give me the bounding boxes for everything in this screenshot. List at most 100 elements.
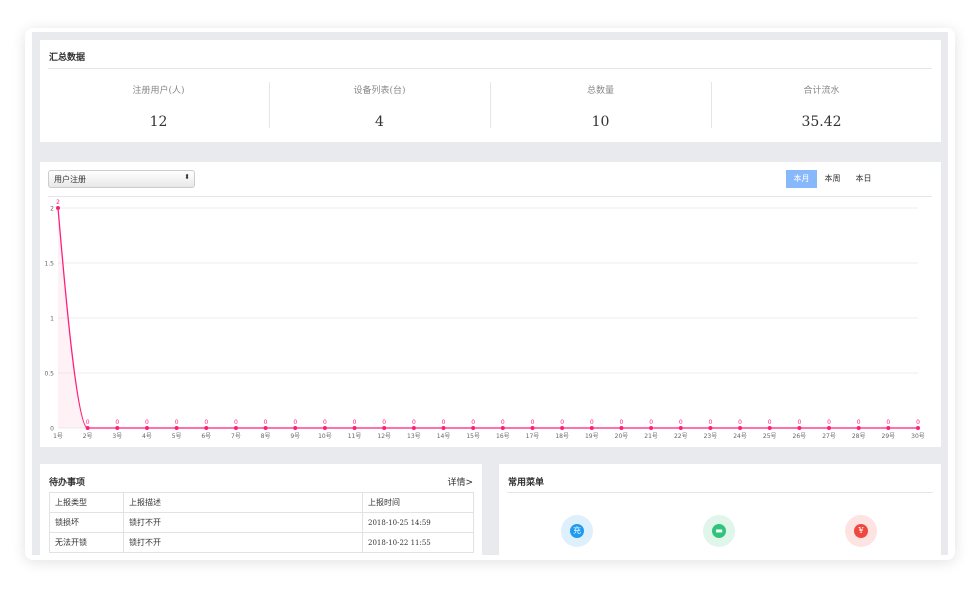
data-point — [144, 426, 149, 430]
header-desc: 上报描述 — [123, 492, 363, 513]
x-tick-label: 12号 — [377, 433, 391, 440]
table-header: 上报类型 上报描述 上报时间 — [49, 492, 474, 513]
x-tick-label: 29号 — [882, 433, 896, 440]
menu-title: 常用菜单 — [508, 478, 545, 488]
x-tick-label: 1号 — [53, 433, 63, 440]
divider — [490, 82, 491, 128]
detail-link[interactable]: 详情> — [447, 478, 473, 488]
data-label: 0 — [382, 419, 386, 426]
cell-desc: 锁打不开 — [123, 532, 363, 553]
stat-label: 注册用户(人) — [132, 86, 185, 96]
stat-label: 合计流水 — [803, 86, 840, 96]
data-label: 0 — [708, 419, 712, 426]
data-label: 0 — [323, 419, 327, 426]
summary-title: 汇总数据 — [49, 53, 86, 63]
x-tick-label: 20号 — [615, 433, 629, 440]
car-icon: ▬ — [712, 524, 726, 538]
data-point — [500, 426, 505, 430]
x-tick-label: 19号 — [585, 433, 599, 440]
x-tick-label: 22号 — [674, 433, 688, 440]
data-label: 0 — [679, 419, 683, 426]
x-tick-label: 8号 — [261, 433, 271, 440]
table-row[interactable]: 无法开锁 锁打不开 2018-10-22 11:55 — [49, 532, 474, 553]
menu-item-charge[interactable]: 充 — [561, 515, 593, 547]
y-tick-label: 0 — [50, 426, 54, 433]
x-tick-label: 5号 — [172, 433, 182, 440]
data-point — [471, 426, 476, 430]
y-tick-label: 1 — [50, 316, 54, 323]
divider — [48, 68, 932, 69]
data-point — [827, 426, 832, 430]
tab-week[interactable]: 本周 — [824, 174, 841, 183]
data-point — [233, 426, 238, 430]
tab-day[interactable]: 本日 — [855, 174, 872, 183]
menu-item-yen[interactable]: ¥ — [845, 515, 877, 547]
todo-title: 待办事项 — [49, 478, 86, 488]
data-label: 0 — [115, 419, 119, 426]
yen-icon: ¥ — [854, 524, 868, 538]
updown-icon: ⬍ — [184, 173, 190, 181]
cell-time: 2018-10-22 11:55 — [362, 532, 474, 553]
tab-month[interactable]: 本月 — [786, 170, 817, 188]
data-label: 0 — [797, 419, 801, 426]
chart-type-select[interactable]: 用户注册 ⬍ — [48, 170, 195, 188]
x-tick-label: 17号 — [526, 433, 540, 440]
x-tick-label: 14号 — [437, 433, 451, 440]
stat-users: 注册用户(人) 12 — [48, 78, 269, 130]
data-point — [174, 426, 179, 430]
data-label: 0 — [886, 419, 890, 426]
y-tick-label: 2 — [50, 206, 54, 213]
chart-panel: 用户注册 ⬍ 本月 本周 本日 0 0.5 1 1.5 2 1号 2号 3号 4号 5号 6号 7号 8号… — [40, 162, 941, 447]
data-label: 0 — [501, 419, 505, 426]
header-type: 上报类型 — [49, 492, 124, 513]
table-row[interactable]: 锁损坏 锁打不开 2018-10-25 14:59 — [49, 512, 474, 533]
data-label: 0 — [738, 419, 742, 426]
summary-panel: 汇总数据 注册用户(人) 12 设备列表(台) 4 总数量 10 合计流水 35.42 — [40, 40, 941, 142]
divider — [48, 196, 932, 197]
todo-table: 上报类型 上报描述 上报时间 锁损坏 锁打不开 2018-10-25 14:59 无法开… — [49, 492, 474, 553]
data-label: 0 — [204, 419, 208, 426]
stat-value: 10 — [591, 114, 610, 130]
x-tick-label: 21号 — [644, 433, 658, 440]
cell-type: 锁损坏 — [49, 512, 124, 533]
data-label: 0 — [649, 419, 653, 426]
divider — [507, 492, 933, 493]
data-point — [411, 426, 416, 430]
data-point — [560, 426, 565, 430]
data-label: 0 — [412, 419, 416, 426]
data-label: 0 — [175, 419, 179, 426]
data-point — [322, 426, 327, 430]
x-tick-label: 9号 — [290, 433, 300, 440]
x-tick-label: 2号 — [83, 433, 93, 440]
cell-type: 无法开锁 — [49, 532, 124, 553]
x-tick-label: 23号 — [704, 433, 718, 440]
data-point — [530, 426, 535, 430]
data-point — [204, 426, 209, 430]
todo-panel: 待办事项 详情> 上报类型 上报描述 上报时间 锁损坏 锁打不开 2018-10-25 … — [40, 464, 482, 555]
x-tick-label: 27号 — [822, 433, 836, 440]
menu-item-car[interactable]: ▬ — [703, 515, 735, 547]
data-label: 0 — [531, 419, 535, 426]
y-tick-label: 0.5 — [44, 371, 54, 378]
header-time: 上报时间 — [362, 492, 474, 513]
stat-value: 4 — [375, 114, 384, 130]
data-label: 0 — [234, 419, 238, 426]
dashboard: 汇总数据 注册用户(人) 12 设备列表(台) 4 总数量 10 合计流水 35.42 … — [32, 32, 948, 555]
data-label: 0 — [827, 419, 831, 426]
x-tick-label: 3号 — [112, 433, 122, 440]
data-point — [589, 426, 594, 430]
data-point — [708, 426, 713, 430]
data-point — [916, 426, 920, 430]
x-tick-label: 13号 — [407, 433, 421, 440]
data-label: 0 — [590, 419, 594, 426]
x-tick-label: 16号 — [496, 433, 510, 440]
menu-panel: 常用菜单 充 ▬ ¥ — [499, 464, 941, 555]
stat-value: 12 — [149, 114, 168, 130]
data-label: 2 — [56, 199, 60, 206]
data-point — [263, 426, 268, 430]
data-point — [767, 426, 772, 430]
data-label: 0 — [768, 419, 772, 426]
x-tick-label: 28号 — [852, 433, 866, 440]
data-point — [886, 426, 891, 430]
